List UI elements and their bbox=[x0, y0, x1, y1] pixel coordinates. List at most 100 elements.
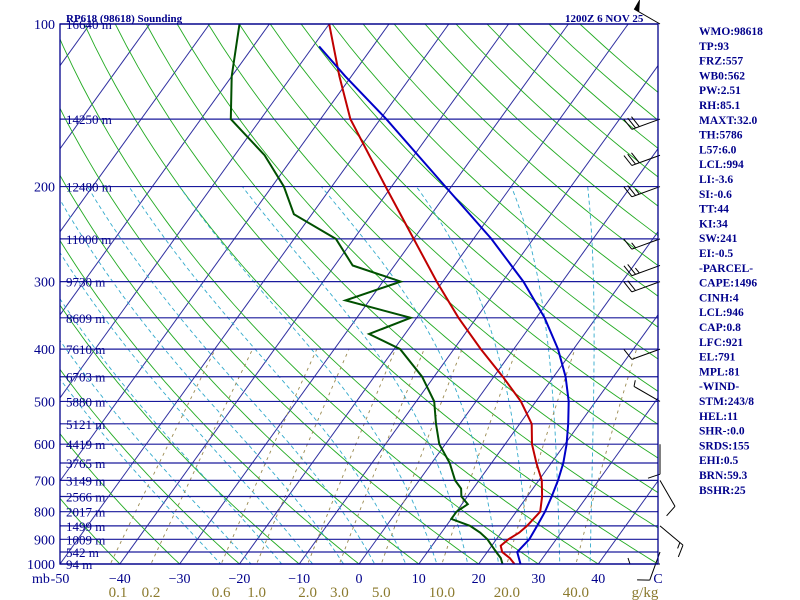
background-lines bbox=[0, 24, 658, 564]
height-label: 12480 m bbox=[66, 180, 112, 195]
isotherm-line bbox=[0, 24, 30, 564]
temp-tick-label: −10 bbox=[288, 572, 310, 587]
stability-index: BRN:59.3 bbox=[699, 470, 747, 482]
chart-datetime: 1200Z 6 NOV 25 bbox=[565, 13, 644, 25]
mixing-ratio-label: 0.2 bbox=[142, 585, 161, 600]
stability-index: STM:243/8 bbox=[699, 396, 754, 408]
isotherm-line bbox=[478, 313, 658, 564]
isotherm-line bbox=[60, 24, 151, 150]
height-label: 94 m bbox=[66, 557, 92, 572]
wind-barb-staff bbox=[631, 348, 661, 360]
moist-adiabat bbox=[87, 186, 376, 564]
stability-index: SHR-:0.0 bbox=[699, 426, 745, 438]
dry-adiabat bbox=[60, 433, 181, 564]
isotherm-line bbox=[60, 24, 390, 482]
height-label: 542 m bbox=[66, 545, 99, 560]
temp-tick-label: 20 bbox=[472, 572, 486, 587]
stability-index: FRZ:557 bbox=[699, 56, 743, 68]
wind-barb-feather bbox=[627, 280, 636, 291]
mixing-ratio-label: 3.0 bbox=[330, 585, 349, 600]
pressure-tick-label: 400 bbox=[34, 343, 55, 358]
temp-tick-label: −40 bbox=[109, 572, 131, 587]
mixing-ratio-label: 2.0 bbox=[298, 585, 317, 600]
stability-index: WB0:562 bbox=[699, 70, 745, 82]
height-label: 2017 m bbox=[66, 505, 105, 520]
wind-barb-feather bbox=[627, 264, 636, 275]
stability-index: CINH:4 bbox=[699, 292, 739, 304]
wind-barb-feather bbox=[623, 186, 633, 198]
wind-barb-staff bbox=[631, 238, 661, 250]
moist-adiabat bbox=[60, 251, 314, 564]
pressure-tick-label: 1000 bbox=[27, 558, 55, 573]
dry-adiabat bbox=[83, 24, 600, 564]
isotherm-line bbox=[60, 24, 211, 233]
height-label: 5880 m bbox=[66, 394, 105, 409]
stability-index: MAXT:32.0 bbox=[699, 115, 757, 127]
wind-barb-staff bbox=[631, 118, 661, 130]
wind-barb-feather bbox=[627, 185, 636, 196]
temp-tick-label: −30 bbox=[169, 572, 191, 587]
wind-barb-feather bbox=[623, 119, 633, 130]
stability-index: WMO:98618 bbox=[699, 26, 763, 38]
height-label: 9730 m bbox=[66, 275, 105, 290]
stability-index: PW:2.51 bbox=[699, 85, 741, 97]
wind-barb-half-feather bbox=[635, 267, 640, 274]
stability-index: EI:-0.5 bbox=[699, 248, 733, 260]
moist-adiabat bbox=[510, 186, 561, 564]
pressure-tick-label: 500 bbox=[34, 395, 55, 410]
stability-index: LCL:994 bbox=[699, 159, 744, 171]
moist-adiabat bbox=[242, 186, 469, 564]
wind-barbs bbox=[623, 0, 684, 581]
wind-barb-staff bbox=[633, 386, 661, 402]
height-label: 14250 m bbox=[66, 112, 112, 127]
stability-index: MPL:81 bbox=[699, 366, 740, 378]
stability-index: -PARCEL- bbox=[699, 263, 753, 275]
dry-adiabat bbox=[579, 24, 658, 93]
stability-index: L57:6.0 bbox=[699, 144, 737, 156]
wind-barb-half-feather bbox=[635, 188, 640, 195]
stability-index: LCL:946 bbox=[699, 307, 744, 319]
pressure-tick-label: 300 bbox=[34, 276, 55, 291]
stability-index: EHI:0.5 bbox=[699, 455, 739, 467]
wind-barb-staff bbox=[631, 264, 661, 277]
height-label: 1009 m bbox=[66, 532, 105, 547]
mixing-ratio-line bbox=[256, 348, 350, 564]
wind-barb-staff bbox=[631, 186, 661, 198]
wind-barb-staff bbox=[631, 154, 661, 166]
pressure-tick-label: 100 bbox=[34, 18, 55, 33]
series-lines bbox=[229, 24, 570, 564]
height-label: 6703 m bbox=[66, 370, 105, 385]
wind-barb-feather bbox=[627, 153, 636, 165]
temp-tick-label: 40 bbox=[591, 572, 605, 587]
units-label: mb bbox=[32, 572, 50, 587]
wind-barb-half-feather bbox=[677, 542, 681, 549]
height-label: 3149 m bbox=[66, 473, 105, 488]
isotherm-line bbox=[238, 24, 629, 564]
temp-tick-label: 0 bbox=[356, 572, 363, 587]
height-label: 7610 m bbox=[66, 342, 105, 357]
stability-index: LFC:921 bbox=[699, 337, 743, 349]
mixing-ratio-label: 10.0 bbox=[429, 585, 455, 600]
mixing-ratio-label: 5.0 bbox=[372, 585, 391, 600]
isotherm-line bbox=[358, 147, 658, 564]
stability-index: HEL:11 bbox=[699, 411, 738, 423]
wind-barb-feather bbox=[623, 155, 633, 166]
isotherm-line bbox=[537, 397, 658, 564]
pressure-tick-label: 200 bbox=[34, 181, 55, 196]
mixing-ratio-line bbox=[109, 348, 216, 564]
temp-tick-label: 10 bbox=[412, 572, 426, 587]
isotherm-line bbox=[60, 24, 450, 564]
mixing-ratio-label: 20.0 bbox=[494, 585, 520, 600]
mixing-units-label: g/kg bbox=[632, 585, 659, 600]
height-label: 8609 m bbox=[66, 311, 105, 326]
stability-index: RH:85.1 bbox=[699, 100, 740, 112]
isotherm-line bbox=[179, 24, 569, 564]
height-label: 2566 m bbox=[66, 490, 105, 505]
stability-index: CAPE:1496 bbox=[699, 278, 757, 290]
mixing-ratio-label: 0.6 bbox=[212, 585, 231, 600]
wind-barb-half-feather bbox=[633, 380, 636, 387]
temperature-line bbox=[328, 24, 544, 564]
height-label: 3765 m bbox=[66, 456, 105, 471]
mixing-ratio-label: 1.0 bbox=[247, 585, 266, 600]
